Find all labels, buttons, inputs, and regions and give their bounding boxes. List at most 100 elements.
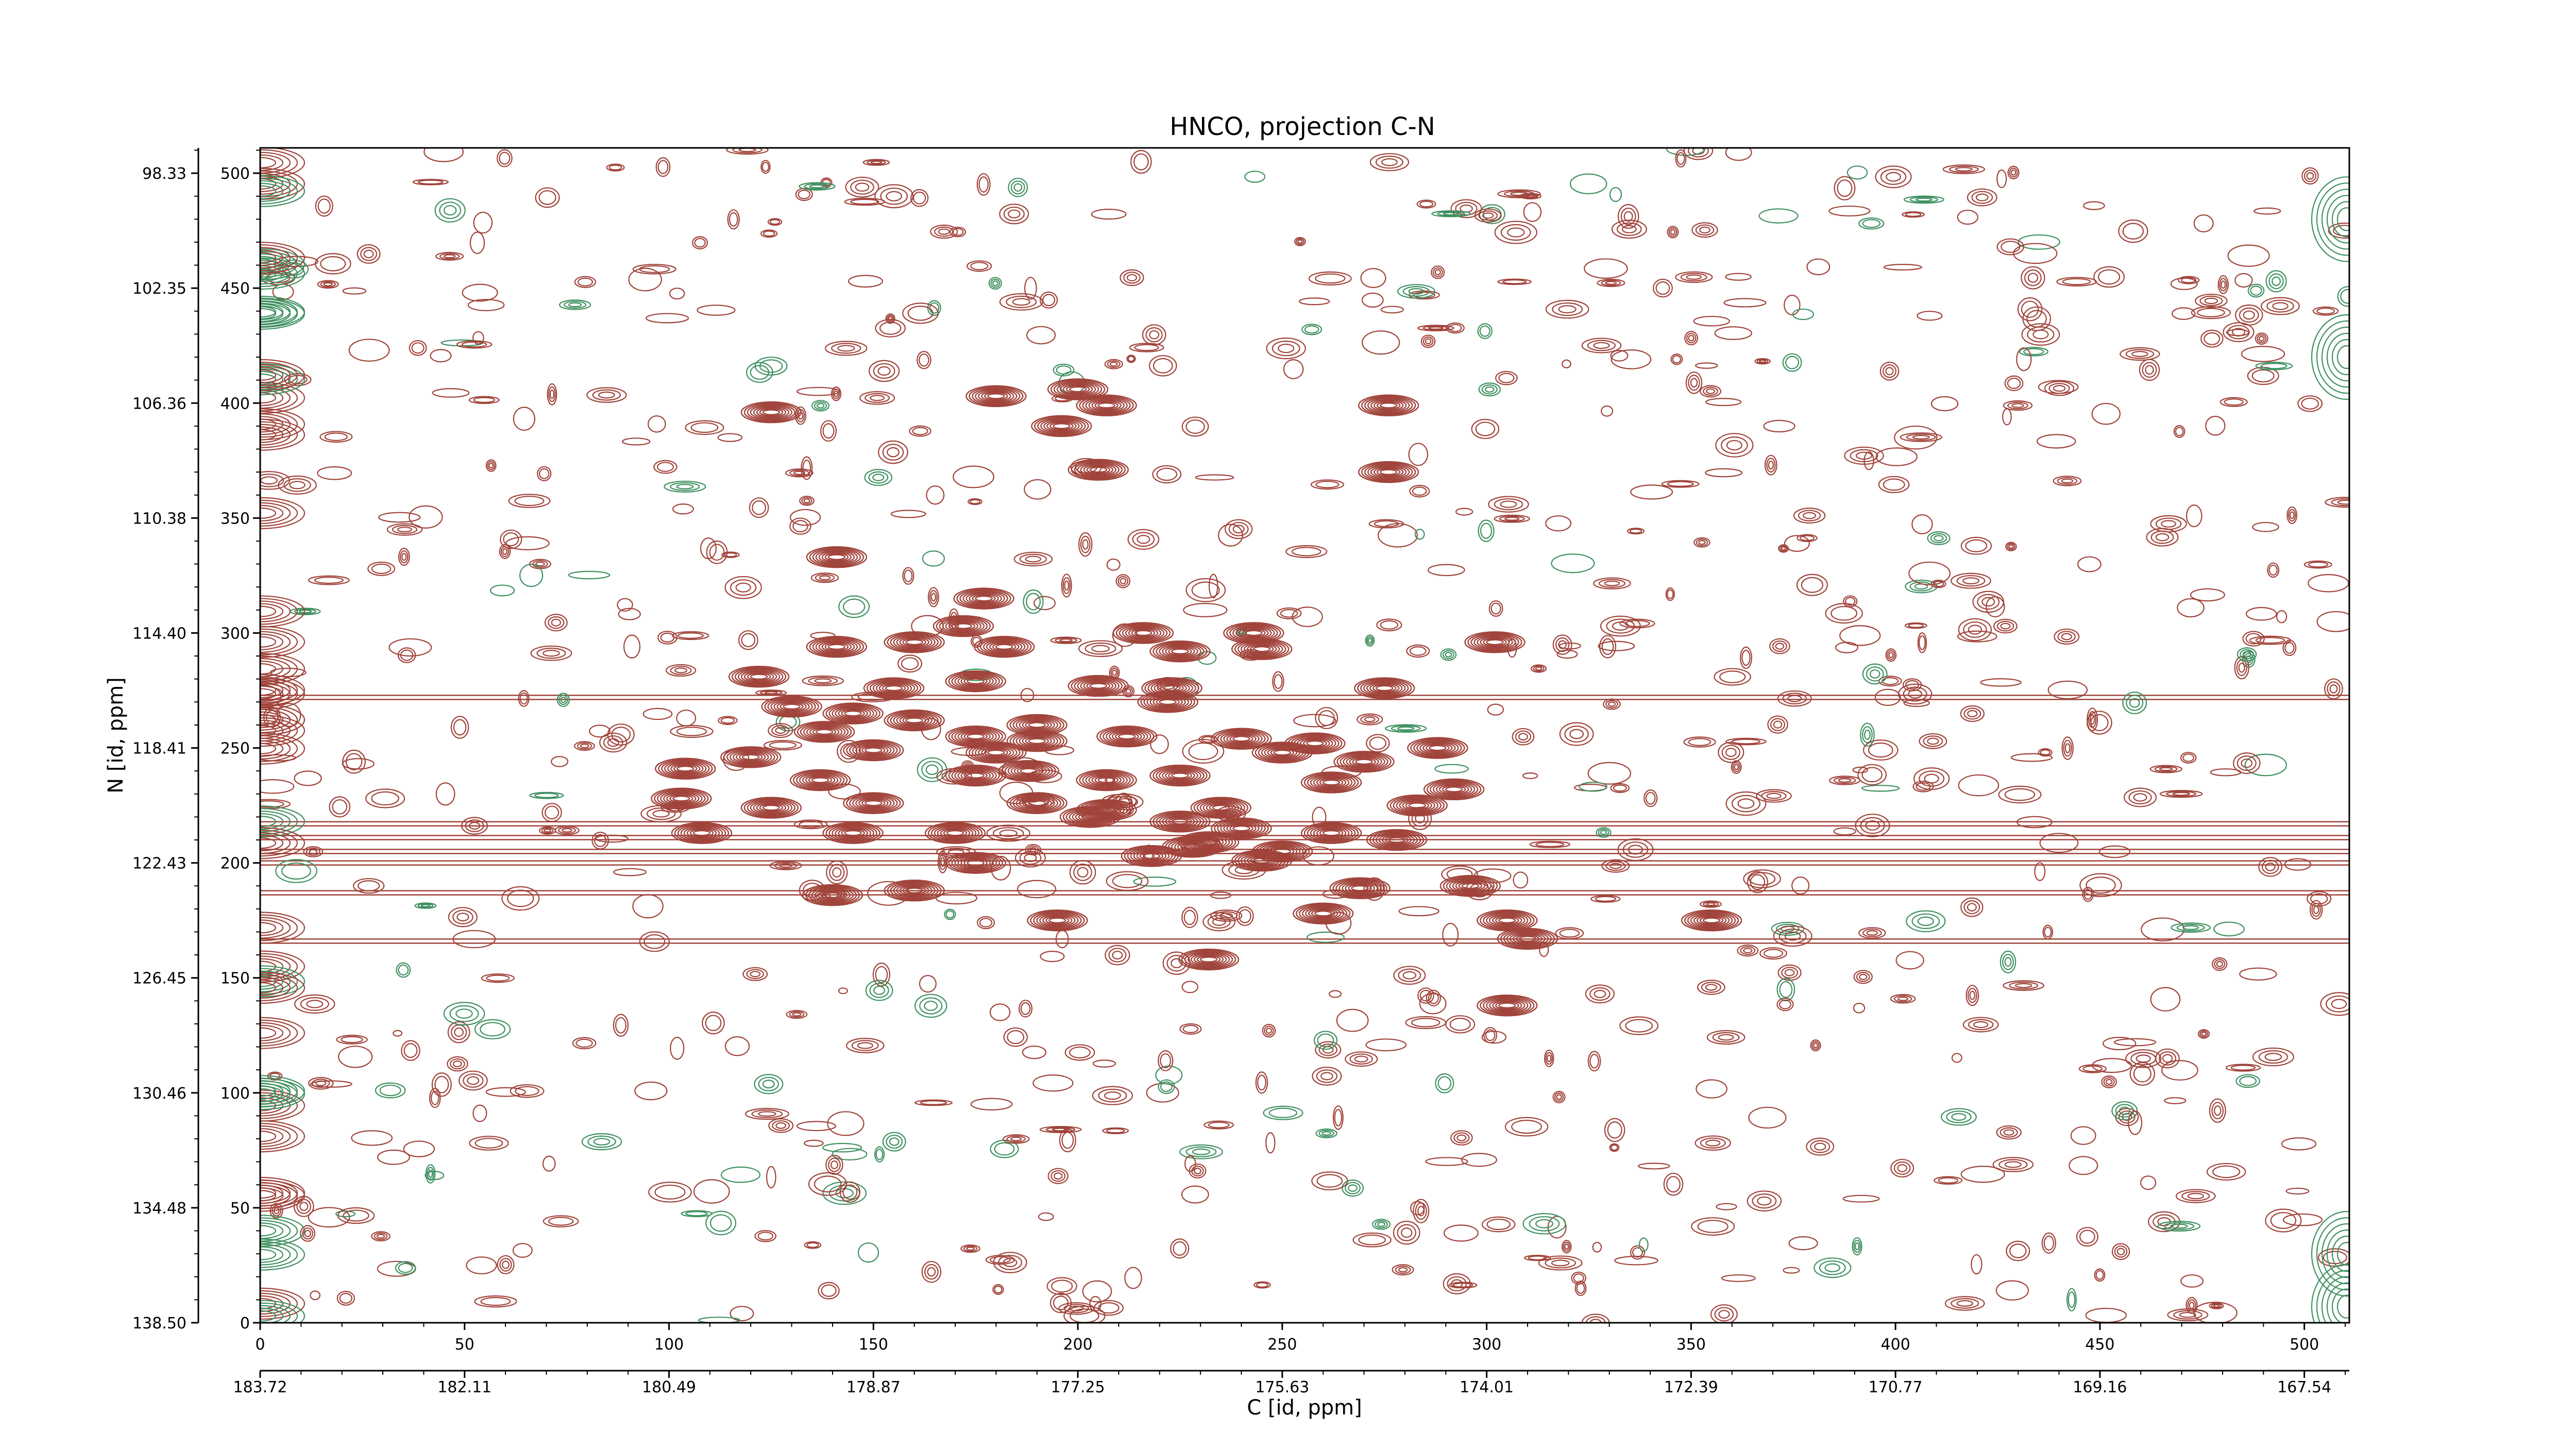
noise-contour bbox=[1062, 577, 1071, 595]
noise-contour bbox=[1900, 432, 1942, 442]
negative-noise-contour bbox=[2235, 1074, 2260, 1088]
peak-contour-ring bbox=[1159, 644, 1201, 659]
noise-contour bbox=[646, 807, 676, 820]
noise-contour bbox=[1710, 1304, 1738, 1323]
noise-contour bbox=[761, 161, 770, 172]
noise-contour bbox=[1419, 993, 1447, 1015]
noise-contour bbox=[308, 1207, 350, 1228]
negative-noise-contour bbox=[1917, 916, 1934, 926]
peak-contour-ring bbox=[885, 685, 903, 692]
peak-contour-ring bbox=[855, 797, 892, 810]
noise-contour bbox=[1059, 1128, 1076, 1153]
peak-contour-ring bbox=[1351, 885, 1369, 891]
peak-contour-ring bbox=[1168, 817, 1192, 826]
noise-contour bbox=[1450, 199, 1482, 218]
noise-contour bbox=[1500, 500, 1517, 508]
noise-contour bbox=[1752, 1193, 1777, 1209]
negative-noise-contour bbox=[822, 1181, 867, 1205]
x-index-tick-label: 200 bbox=[1063, 1336, 1092, 1354]
noise-contour bbox=[615, 1017, 626, 1034]
peak-contour bbox=[1190, 797, 1252, 819]
peak-contour bbox=[789, 769, 851, 791]
peak-contour-ring bbox=[1426, 744, 1450, 752]
noise-contour bbox=[1434, 269, 1441, 276]
negative-noise-contour bbox=[1437, 1076, 1452, 1091]
noise-contour bbox=[1893, 1161, 1911, 1175]
edge-contour bbox=[260, 1085, 284, 1103]
noise-contour bbox=[1690, 378, 1698, 388]
peak-contour-ring bbox=[827, 554, 846, 561]
peak-contour-ring bbox=[1319, 829, 1344, 837]
peak-contour-ring bbox=[1477, 995, 1538, 1017]
peak-contour-ring bbox=[740, 670, 777, 683]
edge-contour bbox=[260, 418, 306, 451]
peak-contour-ring bbox=[1168, 771, 1192, 780]
y-ppm-tick-label: 98.33 bbox=[142, 165, 187, 183]
peak-contour-ring bbox=[899, 885, 929, 896]
noise-contour bbox=[977, 916, 995, 930]
noise-contour bbox=[2101, 1075, 2117, 1088]
edge-contour bbox=[260, 1292, 291, 1315]
peak-contour bbox=[1178, 948, 1240, 971]
peak-contour-ring bbox=[1364, 396, 1413, 414]
peak-contour-ring bbox=[1178, 948, 1240, 971]
peak-contour bbox=[1477, 909, 1538, 932]
noise-contour bbox=[2082, 201, 2105, 210]
noise-contour bbox=[1788, 1236, 1818, 1251]
noise-contour bbox=[728, 212, 738, 227]
noise-contour bbox=[1409, 646, 1427, 656]
noise-contour bbox=[452, 1060, 462, 1068]
noise-contour bbox=[454, 1027, 464, 1037]
noise-contour bbox=[2258, 857, 2283, 877]
peak-contour-ring bbox=[818, 640, 855, 653]
edge-contour bbox=[260, 681, 284, 699]
peak-contour-ring bbox=[822, 822, 884, 844]
noise-contour bbox=[2128, 1110, 2143, 1135]
peak-contour-ring bbox=[1340, 753, 1388, 771]
peak-contour-ring bbox=[1199, 956, 1218, 963]
noise-contour bbox=[2209, 1302, 2224, 1309]
peak-contour-ring bbox=[832, 825, 874, 841]
noise-contour bbox=[2044, 381, 2075, 396]
peak-contour bbox=[822, 822, 884, 844]
noise-contour bbox=[902, 302, 939, 324]
noise-contour bbox=[539, 468, 550, 479]
noise-contour bbox=[1257, 1074, 1266, 1091]
peak-contour-ring bbox=[1442, 785, 1466, 794]
noise-contour bbox=[450, 1024, 467, 1040]
peak-contour-ring bbox=[1209, 803, 1233, 812]
edge-contour bbox=[260, 262, 291, 285]
peak-contour-ring bbox=[986, 640, 1023, 653]
peak-contour-ring bbox=[1357, 678, 1412, 698]
noise-contour bbox=[2043, 1235, 2055, 1251]
peak-contour-ring bbox=[809, 637, 865, 657]
peak-contour-ring bbox=[1243, 643, 1280, 656]
peak-contour-ring bbox=[1001, 761, 1057, 781]
noise-contour bbox=[1875, 447, 1918, 466]
noise-contour bbox=[2213, 1304, 2220, 1308]
noise-contour bbox=[1971, 1254, 1982, 1275]
noise-contour bbox=[830, 1160, 839, 1169]
peak-contour-ring bbox=[812, 548, 861, 566]
noise-contour bbox=[1868, 742, 1893, 758]
noise-contour bbox=[1773, 925, 1812, 947]
noise-contour bbox=[574, 741, 596, 751]
noise-contour bbox=[558, 827, 576, 834]
noise-contour bbox=[1806, 1137, 1835, 1156]
negative-noise-contour bbox=[1862, 663, 1888, 685]
y-index-tick-label: 300 bbox=[221, 625, 250, 643]
peak-contour-ring bbox=[1287, 733, 1343, 753]
noise-contour bbox=[1530, 664, 1547, 673]
negative-noise-contour bbox=[2337, 286, 2349, 307]
peak-contour bbox=[1059, 806, 1121, 828]
noise-contour bbox=[496, 149, 513, 167]
noise-contour bbox=[1461, 1153, 1497, 1167]
noise-contour bbox=[342, 758, 375, 770]
noise-contour bbox=[299, 1202, 309, 1211]
edge-contour bbox=[260, 1249, 277, 1260]
noise-contour bbox=[746, 969, 765, 980]
edge-contour bbox=[260, 737, 291, 760]
edge-contour bbox=[260, 631, 291, 653]
noise-contour bbox=[1958, 774, 1999, 797]
negative-noise-contour bbox=[875, 1148, 884, 1160]
